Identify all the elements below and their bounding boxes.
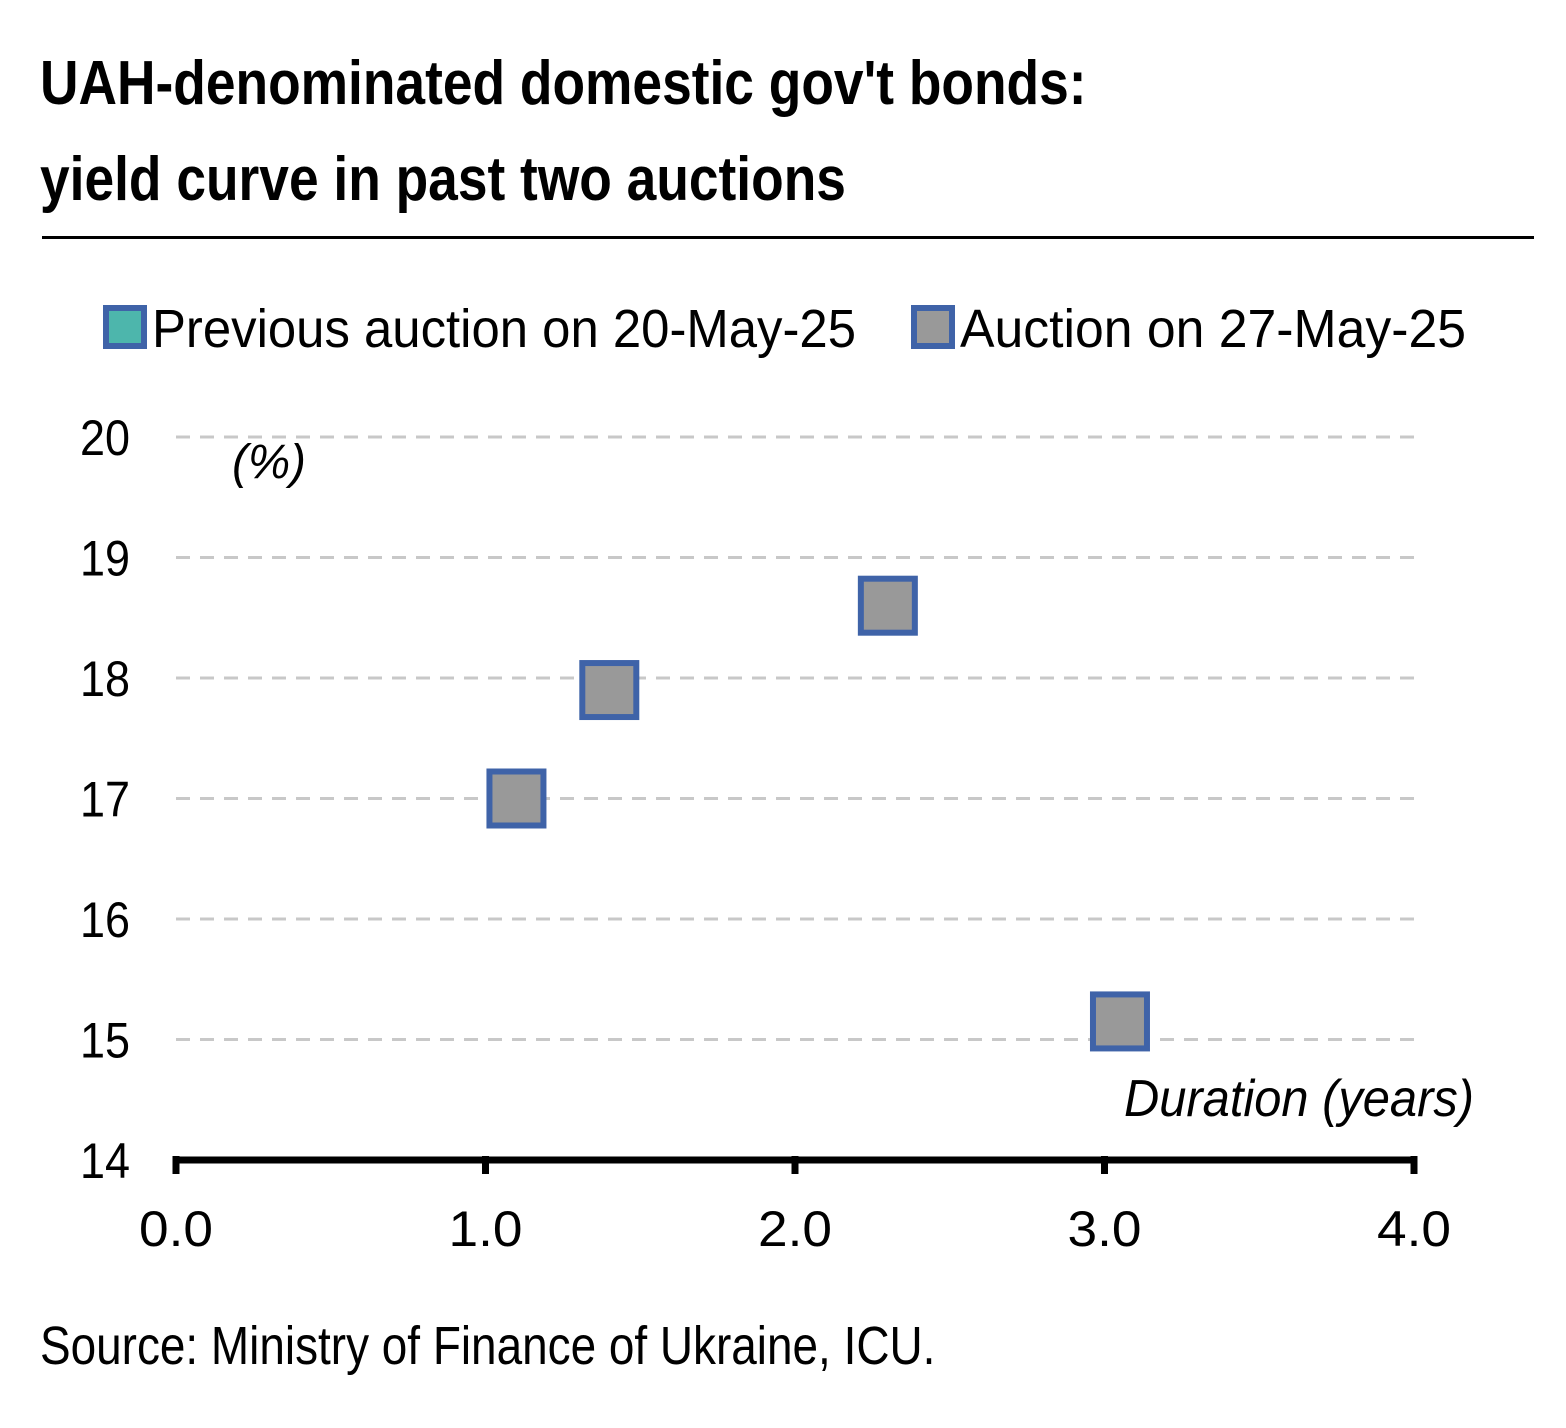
legend-swatch-1 [103, 305, 147, 349]
x-tick-label-2.0: 2.0 [758, 1201, 832, 1257]
y-tick-label-15: 15 [80, 1013, 130, 1069]
title-divider [42, 236, 1534, 239]
x-axis-label: Duration (years) [1124, 1070, 1474, 1128]
legend-swatch-2 [911, 305, 955, 349]
data-point-s2-1 [486, 768, 547, 829]
chart-title-line-2: yield curve in past two auctions [40, 145, 846, 214]
chart-title-line-1: UAH-denominated domestic gov't bonds: [40, 49, 1087, 118]
chart-area: 14 15 16 17 18 19 20 0.0 1.0 2.0 3.0 4.0 (%) Duration… [80, 299, 1474, 1257]
data-point-s2-2 [579, 660, 640, 721]
chart-title: UAH-denominated domestic gov't bonds: yi… [40, 36, 1313, 228]
x-tick-label-3.0: 3.0 [1068, 1201, 1142, 1257]
y-tick-label-16: 16 [80, 892, 130, 948]
legend-label-2: Auction on 27-May-25 [960, 299, 1466, 359]
y-tick-label-14: 14 [80, 1133, 130, 1189]
data-point-s2-4 [1089, 991, 1150, 1052]
legend-label-1: Previous auction on 20-May-25 [152, 299, 856, 359]
x-tick-label-4.0: 4.0 [1377, 1201, 1451, 1257]
x-tick-label-1.0: 1.0 [449, 1201, 523, 1257]
y-tick-label-19: 19 [80, 531, 130, 587]
y-tick-label-17: 17 [80, 772, 130, 828]
y-tick-label-18: 18 [80, 651, 130, 707]
x-tick-label-0.0: 0.0 [139, 1201, 213, 1257]
source-note: Source: Ministry of Finance of Ukraine, … [40, 1316, 936, 1376]
y-tick-label-20: 20 [80, 410, 130, 466]
data-point-s2-3 [857, 575, 918, 636]
y-axis-label: (%) [232, 436, 306, 489]
